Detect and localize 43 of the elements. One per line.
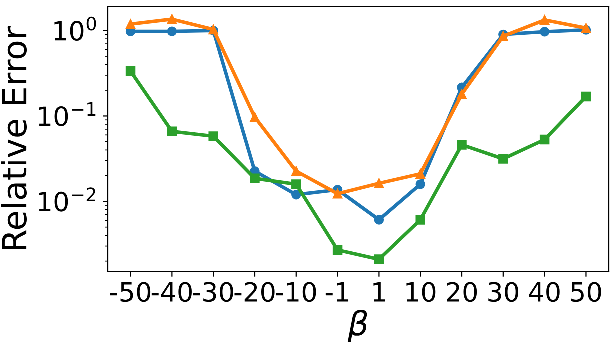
point (208, 132, 218, 142)
point (250, 174, 260, 184)
point (540, 27, 550, 37)
point (416, 169, 426, 179)
x-tick-label: 30 (488, 282, 518, 302)
x-tick-label: -10 (276, 282, 316, 302)
point (126, 66, 136, 76)
x-tick-label: -50 (110, 282, 151, 302)
point (250, 112, 260, 122)
point (416, 215, 426, 225)
y-tick-label: 10$^{0}$ (54, 16, 96, 42)
point (374, 254, 384, 264)
y-tick-label: 10$^{−2}$ (39, 188, 96, 212)
point (167, 14, 178, 24)
point (540, 15, 550, 26)
point (540, 134, 550, 145)
point (457, 140, 467, 150)
x-tick-label: 20 (447, 282, 478, 302)
x-tick-label: 1 (374, 282, 386, 302)
point (457, 90, 467, 100)
x-axis-title: β (348, 310, 368, 343)
point (374, 178, 384, 188)
x-tick-label: -30 (193, 282, 234, 302)
y-axis-title: Relative Error (1, 26, 28, 250)
point (374, 215, 384, 225)
x-tick-label: -40 (152, 282, 192, 302)
point (126, 19, 136, 30)
point (581, 92, 592, 102)
x-tick-label: 50 (571, 282, 602, 302)
point (167, 26, 178, 36)
point (416, 180, 426, 190)
x-tick-label: -20 (234, 282, 275, 302)
x-tick-label: 10 (406, 282, 436, 302)
point (292, 180, 302, 190)
point (292, 190, 302, 200)
point (332, 245, 343, 256)
x-tick-label: -1 (326, 282, 349, 302)
point (167, 126, 178, 136)
point (498, 154, 508, 164)
point (332, 189, 343, 199)
point (292, 166, 302, 176)
x-tick-label: 40 (529, 282, 560, 302)
y-tick-label: 10$^{−1}$ (39, 102, 96, 126)
